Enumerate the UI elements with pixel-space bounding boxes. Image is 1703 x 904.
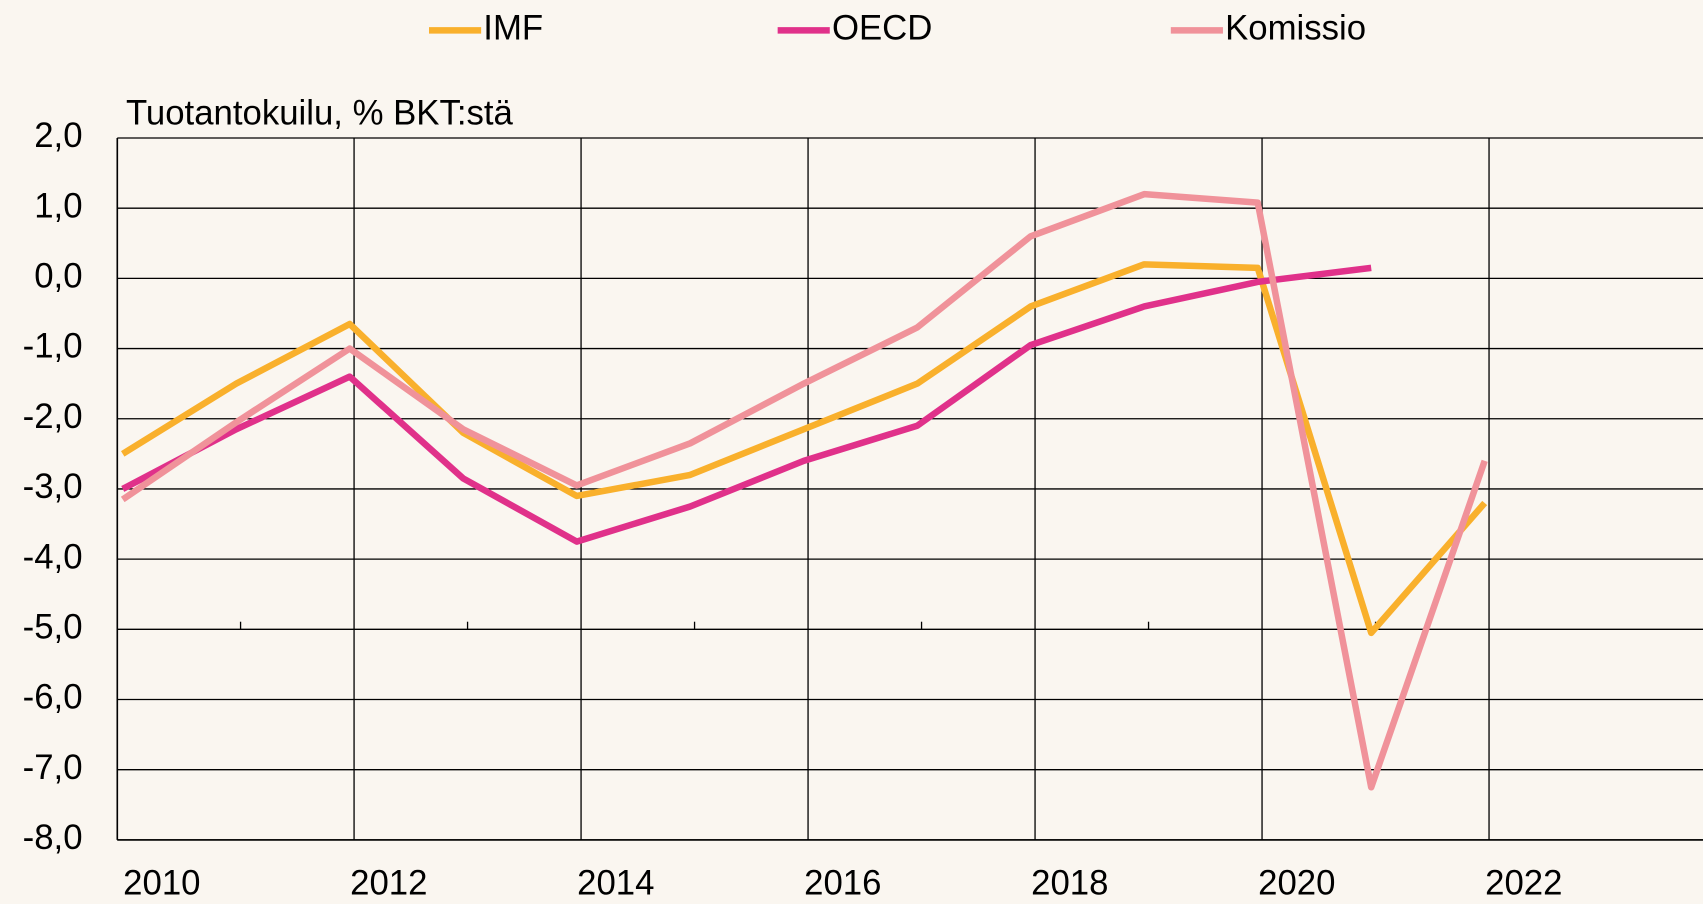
y-tick-label: 0,0 xyxy=(34,258,82,296)
y-axis-title: Tuotantokuilu, % BKT:stä xyxy=(126,94,514,132)
series-line xyxy=(121,261,1488,637)
x-tick-label: 2010 xyxy=(123,865,200,903)
legend-label: OECD xyxy=(832,10,932,48)
series-line xyxy=(120,190,1488,791)
y-tick-label: 2,0 xyxy=(34,117,82,155)
y-tick-label: -7,0 xyxy=(23,749,83,787)
y-tick-label: -2,0 xyxy=(23,398,83,436)
y-tick-label: -5,0 xyxy=(23,609,83,647)
y-tick-label: -1,0 xyxy=(23,328,83,366)
x-tick-label: 2018 xyxy=(1031,865,1108,903)
y-tick-label: 1,0 xyxy=(34,187,82,225)
y-tick-label: -6,0 xyxy=(23,679,83,717)
y-tick-label: -4,0 xyxy=(23,538,83,576)
y-tick-label: -8,0 xyxy=(23,819,83,857)
x-tick-label: 2012 xyxy=(350,865,427,903)
y-tick-label: -3,0 xyxy=(23,468,83,506)
x-tick-label: 2020 xyxy=(1258,865,1335,903)
series-line xyxy=(121,264,1372,545)
legend-label: IMF xyxy=(483,10,543,48)
x-tick-label: 2022 xyxy=(1485,865,1562,903)
legend-label: Komissio xyxy=(1225,10,1366,48)
x-tick-label: 2016 xyxy=(804,865,881,903)
x-tick-label: 2014 xyxy=(577,865,654,903)
